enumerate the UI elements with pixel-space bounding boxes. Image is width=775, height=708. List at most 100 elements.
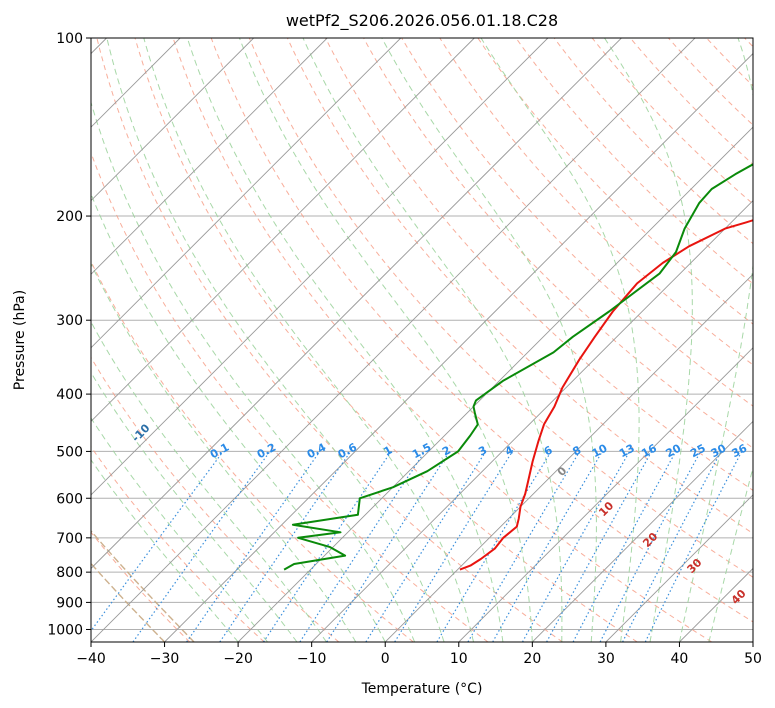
dry-adiabat-line	[477, 38, 753, 325]
mixing-ratio-line	[219, 451, 352, 642]
moist-adiabat-line	[106, 38, 445, 642]
moist-adiabat-label: 20	[640, 530, 660, 550]
mixing-ratio-line	[326, 451, 451, 642]
mixing-ratio-line	[492, 451, 603, 642]
mixing-ratio-label: 1.5	[410, 441, 433, 462]
y-tick-label: 200	[56, 209, 83, 225]
dry-adiabat-line	[629, 38, 753, 166]
moist-adiabat-line	[91, 262, 357, 642]
x-tick-label: −10	[297, 651, 327, 667]
sounding-series	[283, 163, 753, 571]
x-tick-label: 40	[671, 651, 689, 667]
mixing-ratio-line	[467, 451, 581, 642]
dry-adiabat-line	[248, 38, 753, 578]
x-axis-ticks: −40 −30 −20 −10 0 10 20 30 40 50	[76, 642, 762, 667]
moist-adiabat-line	[186, 38, 504, 642]
mixing-ratio-line	[394, 451, 513, 642]
isotherm-line	[752, 641, 753, 642]
y-tick-label: 500	[56, 444, 83, 460]
mixing-ratio-label: 0.1	[208, 441, 231, 462]
isotherm-line	[311, 200, 753, 642]
dry-adiabat-line	[706, 38, 753, 87]
dry-adiabat-line	[325, 38, 753, 491]
dry-adiabat-label: -10	[129, 421, 152, 444]
x-tick-label: −40	[76, 651, 106, 667]
pressure-gridlines	[91, 38, 753, 630]
dry-adiabat-line	[91, 260, 414, 642]
isotherm-line	[679, 567, 753, 642]
plot-frame	[90, 37, 754, 643]
x-axis-title: Temperature (°C)	[361, 681, 483, 697]
dry-adiabat-line	[744, 38, 753, 48]
mixing-ratio-lines	[91, 451, 743, 642]
mixing-ratio-line	[546, 451, 653, 642]
moist-adiabat-line	[302, 38, 563, 642]
dry-adiabat-line	[439, 38, 753, 366]
dry-adiabat-line	[91, 445, 265, 642]
moist-adiabats	[91, 38, 753, 642]
moist-adiabat-line	[708, 465, 753, 642]
y-axis-ticks: 100 200 300 400 500 600 700 800 900 1000	[47, 31, 91, 638]
mixing-ratio-line	[436, 451, 552, 642]
moist-adiabat-line	[603, 38, 693, 642]
mixing-ratio-label: 13	[617, 442, 637, 461]
isotherm-line	[91, 38, 328, 275]
chart-title: wetPf2_S206.2026.056.01.18.C28	[286, 11, 558, 31]
moist-adiabat-line	[678, 38, 753, 642]
y-tick-label: 1000	[47, 622, 83, 638]
isotherm-line	[91, 38, 254, 202]
dry-adiabat-line	[91, 151, 489, 642]
mixing-ratio-label: 4	[503, 443, 516, 458]
mixing-ratio-label: 20	[664, 441, 684, 460]
dry-adiabat-line	[668, 38, 753, 126]
mixing-ratio-label: 0.4	[305, 440, 329, 461]
isotherm-line	[237, 126, 753, 642]
mixing-ratio-label: 36	[730, 441, 750, 460]
x-tick-label: 30	[597, 651, 615, 667]
x-tick-label: 20	[523, 651, 541, 667]
moist-adiabat-line	[91, 100, 416, 642]
isopleth-labels: 0.10.20.40.611.52346810131620253036-100-…	[129, 421, 750, 607]
isotherm-line	[384, 273, 753, 642]
moist-adiabat-line	[91, 371, 298, 642]
moist-adiabat-line	[381, 38, 597, 642]
dewpoint-profile-line	[283, 163, 753, 571]
y-tick-label: 300	[56, 313, 83, 329]
isotherm-line	[458, 347, 753, 642]
dry-adiabat-line	[210, 38, 753, 623]
mixing-ratio-label: 0.6	[336, 440, 360, 461]
isotherm-line	[91, 38, 402, 349]
y-tick-label: 100	[56, 31, 83, 47]
isotherm-line	[91, 38, 696, 642]
mixing-ratio-label: 10	[590, 441, 610, 460]
isotherm-line	[532, 420, 753, 642]
isotherm-line	[605, 494, 753, 642]
y-axis-title: Pressure (hPa)	[12, 290, 28, 390]
mixing-ratio-line	[644, 451, 743, 642]
dry-adiabat-line	[91, 531, 191, 642]
mixing-ratio-label: 30	[709, 441, 729, 460]
y-tick-label: 800	[56, 565, 83, 581]
dry-adiabat-line	[286, 38, 753, 535]
mixing-ratio-label: 16	[639, 441, 659, 460]
y-tick-label: 900	[56, 595, 83, 611]
mixing-ratio-line	[365, 451, 487, 642]
x-tick-label: 0	[381, 651, 390, 667]
y-tick-label: 400	[56, 387, 83, 403]
moist-adiabat-line	[480, 38, 640, 642]
moist-adiabat-line	[91, 417, 268, 642]
moist-adiabat-line	[91, 192, 386, 642]
isotherm-line	[91, 38, 475, 422]
x-tick-label: 50	[744, 651, 762, 667]
x-tick-label: −20	[223, 651, 253, 667]
dry-adiabat-line	[91, 356, 340, 642]
moist-adiabat-label: 30	[685, 556, 705, 576]
temperature-profile-line	[459, 219, 753, 571]
isotherms	[91, 38, 753, 642]
moist-adiabat-line	[91, 459, 239, 642]
moist-adiabat-line	[91, 321, 327, 642]
x-tick-label: 10	[450, 651, 468, 667]
mixing-ratio-line	[572, 451, 677, 642]
dry-adiabat-line	[96, 38, 563, 642]
isotherm-line	[91, 38, 622, 570]
